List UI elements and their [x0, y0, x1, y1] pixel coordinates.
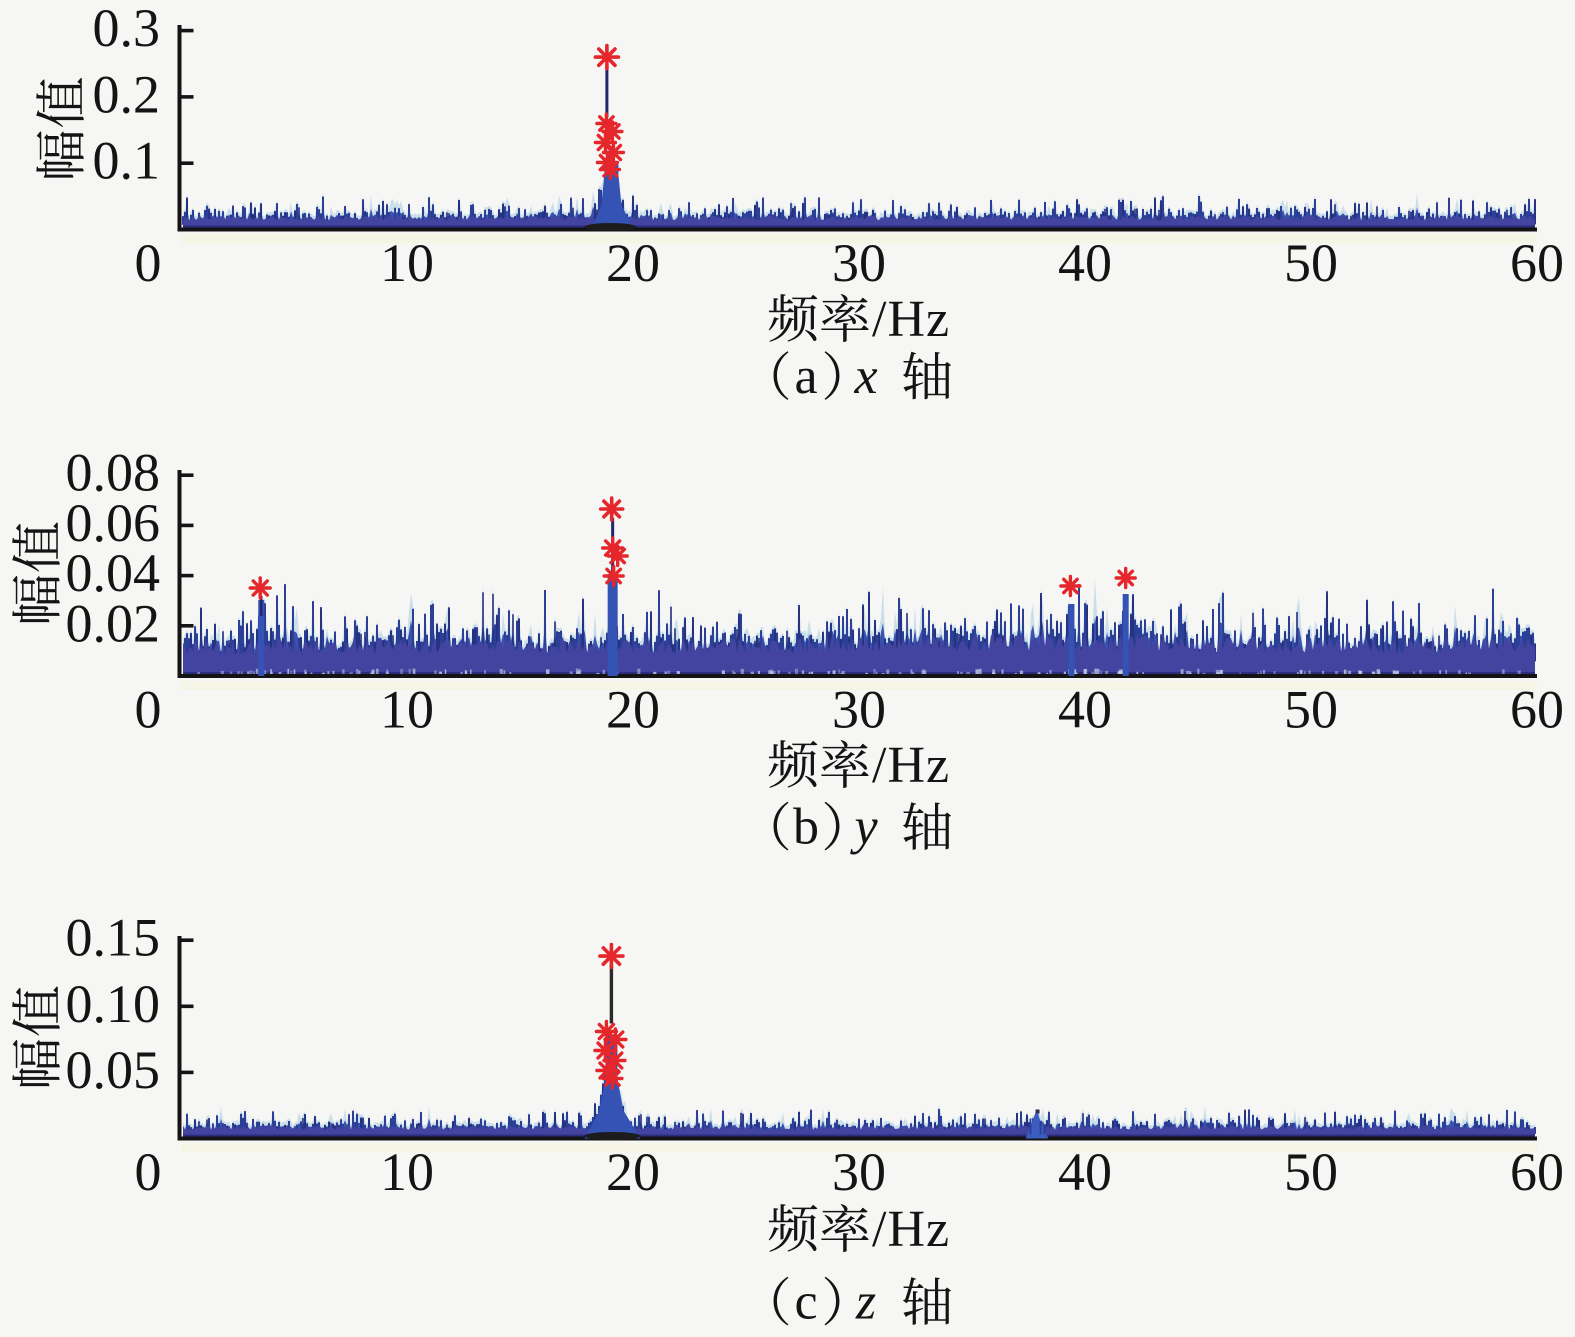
svg-text:30: 30 — [832, 680, 886, 740]
svg-text:20: 20 — [606, 233, 660, 293]
svg-text:z: z — [855, 1274, 876, 1331]
svg-text:0.04: 0.04 — [66, 543, 161, 603]
svg-text:c: c — [794, 1274, 817, 1331]
svg-text:20: 20 — [606, 680, 660, 740]
svg-text:50: 50 — [1284, 680, 1338, 740]
svg-text:0.02: 0.02 — [66, 593, 161, 653]
svg-text:b: b — [793, 799, 819, 856]
svg-text:0.1: 0.1 — [93, 131, 161, 191]
svg-text:50: 50 — [1284, 233, 1338, 293]
svg-text:50: 50 — [1284, 1142, 1338, 1202]
svg-text:40: 40 — [1058, 1142, 1112, 1202]
svg-text:60: 60 — [1510, 233, 1564, 293]
svg-text:20: 20 — [606, 1142, 660, 1202]
svg-text:0: 0 — [135, 233, 162, 293]
svg-text:40: 40 — [1058, 680, 1112, 740]
svg-text:/Hz: /Hz — [872, 737, 950, 794]
svg-text:0: 0 — [135, 680, 162, 740]
svg-text:0.15: 0.15 — [66, 908, 161, 968]
svg-text:x: x — [853, 348, 877, 405]
svg-text:0.10: 0.10 — [66, 974, 161, 1034]
svg-text:y: y — [849, 799, 878, 856]
svg-text:a: a — [794, 348, 817, 405]
svg-text:30: 30 — [832, 1142, 886, 1202]
svg-text:/Hz: /Hz — [872, 291, 950, 348]
svg-text:0.06: 0.06 — [66, 493, 161, 553]
svg-text:0.2: 0.2 — [93, 64, 161, 124]
svg-text:10: 10 — [380, 233, 434, 293]
svg-text:0.08: 0.08 — [66, 443, 161, 503]
svg-text:60: 60 — [1510, 1142, 1564, 1202]
svg-text:0: 0 — [135, 1142, 162, 1202]
svg-text:/Hz: /Hz — [872, 1201, 950, 1258]
svg-text:40: 40 — [1058, 233, 1112, 293]
svg-text:0.3: 0.3 — [93, 0, 161, 58]
svg-text:10: 10 — [380, 680, 434, 740]
svg-text:60: 60 — [1510, 680, 1564, 740]
svg-text:30: 30 — [832, 233, 886, 293]
svg-text:10: 10 — [380, 1142, 434, 1202]
svg-text:0.05: 0.05 — [66, 1040, 161, 1100]
